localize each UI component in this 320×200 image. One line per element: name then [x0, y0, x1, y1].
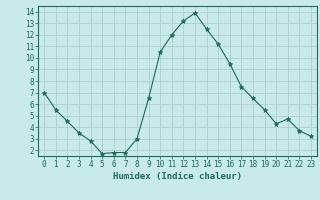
- X-axis label: Humidex (Indice chaleur): Humidex (Indice chaleur): [113, 172, 242, 181]
